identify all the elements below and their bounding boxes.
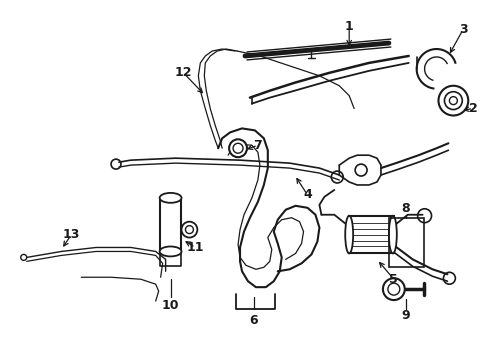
Text: 11: 11 [186, 241, 203, 254]
Text: 10: 10 [162, 299, 179, 312]
Bar [388, 218, 423, 267]
Text: 7: 7 [253, 139, 262, 152]
Text: 8: 8 [401, 202, 409, 215]
Text: 5: 5 [388, 273, 397, 286]
Text: 2: 2 [468, 102, 477, 115]
Ellipse shape [345, 216, 352, 253]
Text: 1: 1 [344, 20, 353, 33]
Ellipse shape [160, 193, 181, 203]
Text: 13: 13 [62, 228, 80, 241]
Text: 4: 4 [303, 188, 311, 201]
Circle shape [438, 86, 468, 116]
Circle shape [382, 278, 404, 300]
Bar [160, 198, 181, 252]
Text: 3: 3 [458, 23, 467, 36]
Ellipse shape [160, 247, 181, 256]
Text: 9: 9 [401, 309, 409, 322]
Bar [348, 216, 393, 253]
Circle shape [229, 139, 246, 157]
Text: 12: 12 [174, 66, 192, 79]
Circle shape [181, 222, 197, 238]
Text: 6: 6 [249, 314, 258, 327]
Ellipse shape [388, 216, 396, 253]
